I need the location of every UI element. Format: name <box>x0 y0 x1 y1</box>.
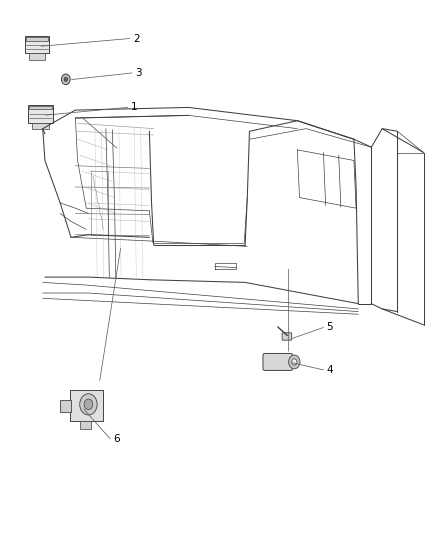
FancyBboxPatch shape <box>263 353 293 370</box>
Text: 3: 3 <box>135 68 141 78</box>
Text: 5: 5 <box>326 322 333 333</box>
Bar <box>26 37 48 41</box>
Text: 2: 2 <box>133 34 139 44</box>
Bar <box>80 421 91 429</box>
Bar <box>25 36 49 53</box>
Bar <box>29 106 52 109</box>
Circle shape <box>61 74 70 85</box>
Circle shape <box>292 359 297 365</box>
FancyBboxPatch shape <box>282 333 292 340</box>
Bar <box>70 390 102 421</box>
Circle shape <box>64 77 67 82</box>
Bar <box>60 400 71 412</box>
Bar <box>29 53 45 60</box>
Text: 6: 6 <box>113 434 120 444</box>
Circle shape <box>80 394 97 415</box>
Bar <box>32 123 49 130</box>
Text: 4: 4 <box>326 365 333 375</box>
Bar <box>28 105 53 123</box>
Circle shape <box>289 355 300 369</box>
Circle shape <box>84 399 93 410</box>
Text: 1: 1 <box>131 102 137 112</box>
